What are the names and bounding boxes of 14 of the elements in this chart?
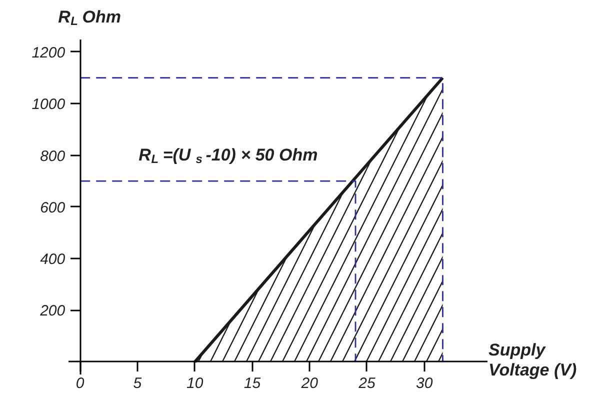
y-tick-label: 600: [40, 199, 66, 216]
y-tick-label: 400: [40, 251, 66, 268]
x-tick-label: 30: [416, 374, 434, 392]
x-tick-label: 15: [244, 374, 262, 392]
y-tick-label: 1000: [32, 96, 66, 114]
x-tick-label: 25: [358, 374, 376, 392]
x-axis-title: Supply Voltage (V): [488, 340, 577, 380]
x-tick-label: 5: [133, 374, 142, 392]
y-tick-label: 200: [39, 302, 66, 320]
x-tick-label: 0: [76, 374, 85, 392]
y-tick-label: 800: [40, 148, 66, 165]
x-tick-label: 10: [186, 374, 204, 392]
x-tick-label: 20: [300, 374, 319, 392]
y-tick-label: 1200: [32, 44, 66, 62]
